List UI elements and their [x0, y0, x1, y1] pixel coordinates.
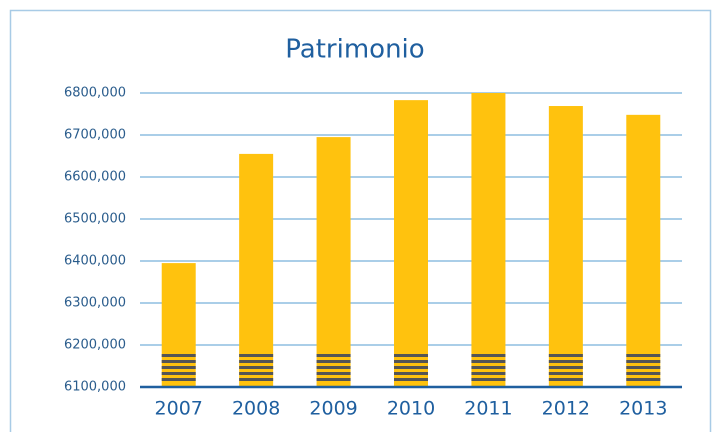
y-tick-label: 6300,000	[64, 296, 126, 311]
y-tick-label: 6200,000	[64, 338, 126, 353]
x-tick-label: 2012	[542, 398, 590, 420]
bar-stripe	[161, 366, 196, 369]
bar	[548, 106, 583, 388]
bar-stripe	[161, 378, 196, 381]
bar-stripe	[548, 354, 583, 357]
y-tick-label: 6500,000	[64, 212, 126, 227]
bar-stripe	[471, 378, 506, 381]
bar-stripe	[316, 378, 351, 381]
y-tick-label: 6800,000	[64, 86, 126, 101]
bar-stripe	[626, 378, 661, 381]
bar-stripe	[548, 366, 583, 369]
bar-stripe	[394, 354, 428, 357]
bar-stripe	[161, 372, 196, 375]
y-tick-label: 6100,000	[64, 380, 126, 395]
bar-stripe	[548, 360, 583, 363]
bar-stripe	[394, 360, 428, 363]
x-tick-label: 2009	[309, 398, 357, 420]
bar-stripe	[316, 366, 351, 369]
bar	[239, 153, 274, 387]
x-tick-label: 2007	[155, 398, 203, 420]
x-tick-label: 2011	[464, 398, 512, 420]
bar-stripe	[394, 378, 428, 381]
bar-stripe	[239, 354, 274, 357]
bar-stripe	[239, 366, 274, 369]
bar	[471, 93, 506, 387]
x-tick-label: 2010	[387, 398, 435, 420]
bar-stripe	[471, 366, 506, 369]
bar	[316, 137, 351, 387]
bar-stripe	[471, 372, 506, 375]
y-tick-label: 6600,000	[64, 170, 126, 185]
y-tick-label: 6700,000	[64, 128, 126, 143]
bar-stripe	[471, 360, 506, 363]
bar-stripe	[471, 354, 506, 357]
y-tick-label: 6400,000	[64, 254, 126, 269]
bar-stripe	[548, 378, 583, 381]
bar-stripe	[548, 372, 583, 375]
bar-stripe	[626, 354, 661, 357]
bar-stripe	[161, 354, 196, 357]
bar-stripe	[626, 372, 661, 375]
bar-stripe	[626, 366, 661, 369]
card-frame	[9, 9, 712, 432]
bar-stripe	[161, 360, 196, 363]
bar-stripe	[239, 372, 274, 375]
bar-stripe	[316, 372, 351, 375]
bar-stripe	[316, 360, 351, 363]
bar-stripe	[394, 366, 428, 369]
chart-title: Patrimonio	[285, 35, 424, 65]
bar-stripe	[626, 360, 661, 363]
bar	[626, 114, 661, 387]
bar-stripe	[394, 372, 428, 375]
bar-stripe	[239, 360, 274, 363]
bar-stripe	[239, 378, 274, 381]
x-tick-label: 2013	[619, 398, 667, 420]
x-tick-label: 2008	[232, 398, 280, 420]
bar	[394, 100, 428, 387]
bar-stripe	[316, 354, 351, 357]
